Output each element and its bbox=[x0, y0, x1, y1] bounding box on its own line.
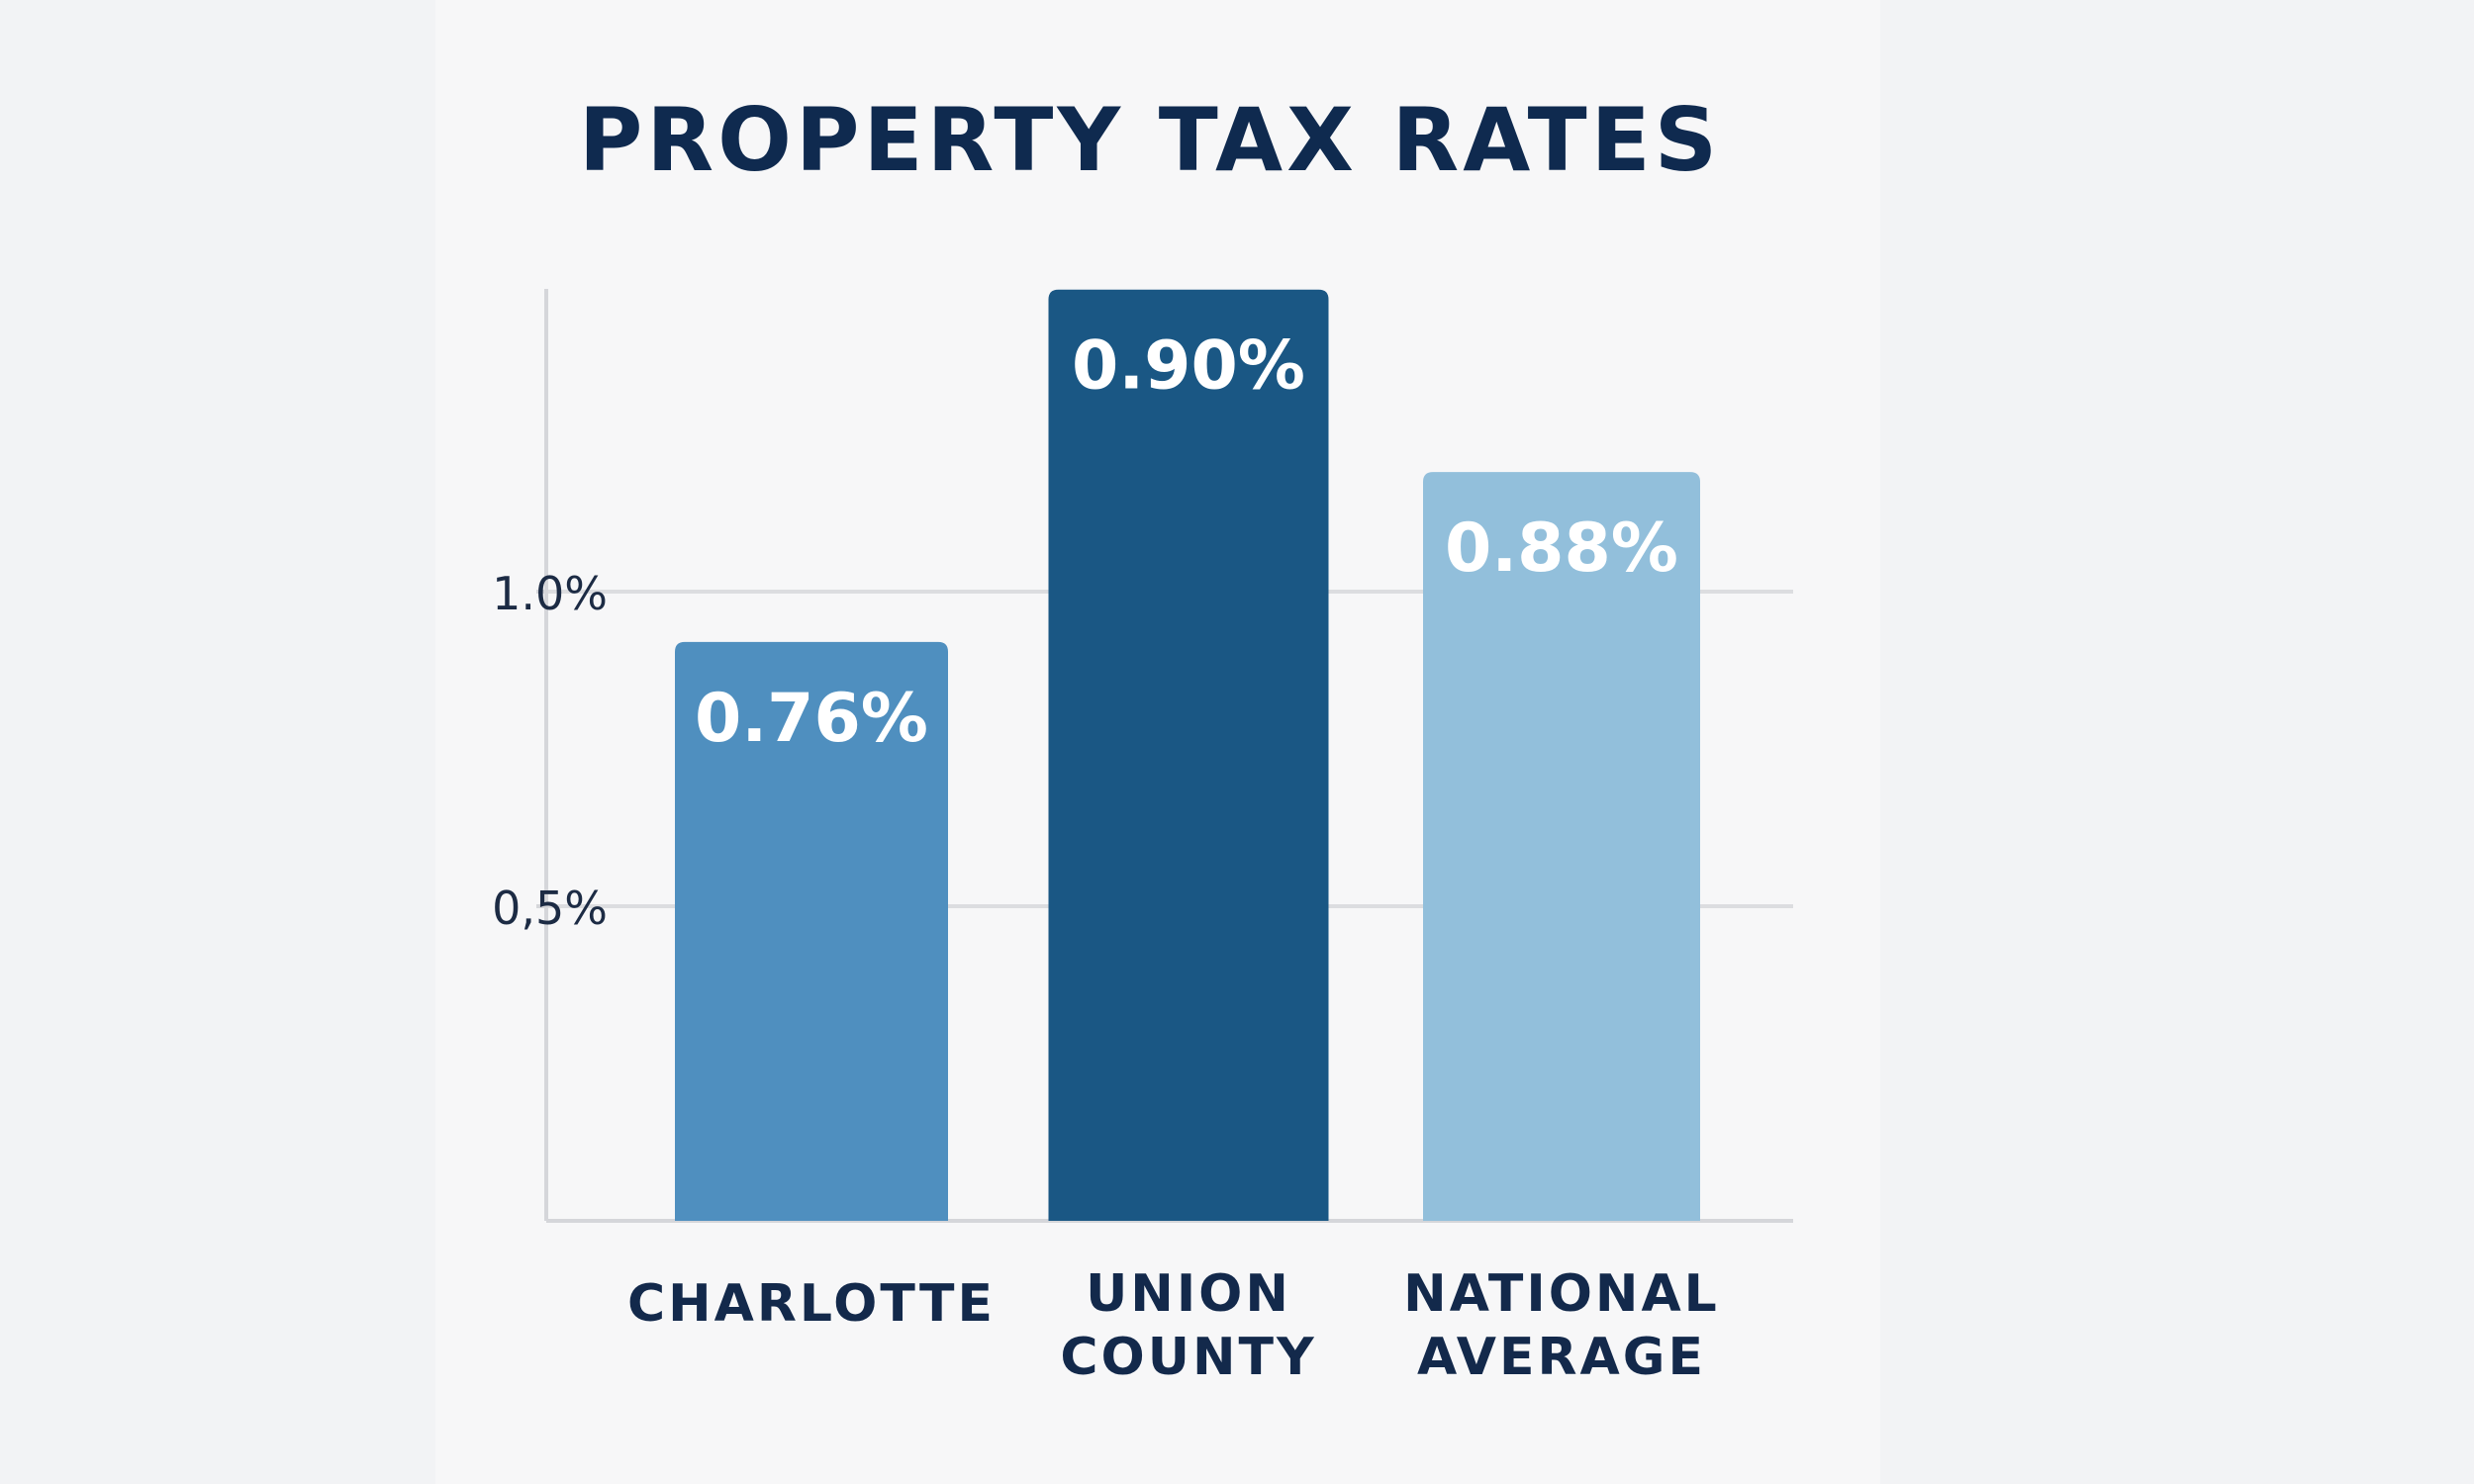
bars bbox=[675, 289, 1700, 1222]
x-category-label-0: CHARLOTTE bbox=[627, 1274, 996, 1334]
y-axis-ticks: 0,5% 1.0% bbox=[492, 567, 608, 935]
x-category-label-1-line-1: COUNTY bbox=[1060, 1328, 1316, 1387]
x-category-label-1-line-0: UNION bbox=[1086, 1264, 1291, 1324]
x-category-label-2-line-1: AVERAGE bbox=[1417, 1328, 1706, 1387]
y-tick-label-0: 0,5% bbox=[492, 881, 608, 935]
bar-value-labels: 0.76% 0.90% 0.88% bbox=[695, 327, 1678, 758]
bar-2 bbox=[1423, 472, 1700, 1221]
bar-value-label-2: 0.88% bbox=[1445, 510, 1678, 588]
x-category-label-2: NATIONAL AVERAGE bbox=[1403, 1264, 1720, 1387]
bar-value-label-1: 0.90% bbox=[1072, 327, 1305, 406]
x-category-label-0-line-0: CHARLOTTE bbox=[627, 1274, 996, 1334]
x-category-label-1: UNION COUNTY bbox=[1060, 1264, 1316, 1387]
y-tick-label-1: 1.0% bbox=[492, 567, 608, 620]
x-axis-categories: CHARLOTTE UNION COUNTY NATIONAL AVERAGE bbox=[627, 1264, 1720, 1387]
x-category-label-2-line-0: NATIONAL bbox=[1403, 1264, 1720, 1324]
chart-title: PROPERTY TAX RATES bbox=[579, 89, 1721, 191]
bar-value-label-0: 0.76% bbox=[695, 680, 928, 758]
bar-1 bbox=[1048, 289, 1329, 1222]
bar-0 bbox=[675, 641, 948, 1221]
